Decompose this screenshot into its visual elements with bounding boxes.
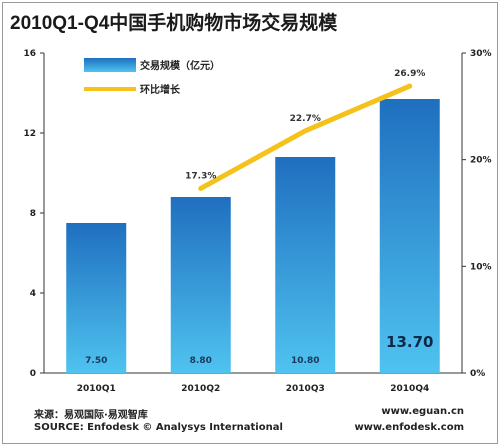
legend-bar-label: 交易规模（亿元） — [140, 59, 220, 72]
left-tick-label: 8 — [30, 209, 36, 219]
left-tick-label: 16 — [23, 49, 36, 59]
bar — [379, 99, 440, 373]
legend-line-label: 环比增长 — [140, 83, 181, 96]
bar-value-label: 7.50 — [85, 356, 107, 366]
bar-value-label: 13.70 — [386, 333, 433, 351]
bar-value-label: 8.80 — [190, 356, 212, 366]
left-tick-label: 0 — [30, 369, 36, 379]
url-eguan[interactable]: www.eguan.cn — [381, 406, 464, 417]
footer: 来源：易观国际·易观智库 www.eguan.cn SOURCE: Enfode… — [34, 406, 464, 438]
growth-point — [303, 129, 307, 133]
right-tick-label: 20% — [470, 156, 492, 166]
x-tick-label: 2010Q2 — [181, 384, 220, 394]
bar — [66, 223, 127, 373]
source-en: SOURCE: Enfodesk © Analysys Internationa… — [34, 422, 283, 433]
x-tick-label: 2010Q3 — [286, 384, 325, 394]
right-tick-label: 10% — [470, 262, 492, 272]
left-tick-label: 4 — [30, 289, 36, 299]
bar — [275, 157, 336, 373]
growth-label: 22.7% — [290, 114, 321, 124]
growth-label: 17.3% — [185, 171, 216, 181]
x-tick-label: 2010Q1 — [77, 384, 116, 394]
right-tick-label: 30% — [470, 49, 492, 59]
bar — [170, 197, 231, 373]
right-tick-label: 0% — [470, 369, 485, 379]
growth-point — [408, 84, 412, 88]
url-enfodesk[interactable]: www.enfodesk.com — [354, 422, 464, 433]
x-tick-label: 2010Q4 — [390, 384, 429, 394]
source-cn: 来源：易观国际·易观智库 — [34, 410, 148, 421]
left-tick-label: 12 — [23, 129, 36, 139]
growth-label: 26.9% — [394, 69, 425, 79]
bar-value-label: 10.80 — [291, 356, 319, 366]
legend-bar-swatch — [84, 58, 136, 72]
chart-title: 2010Q1-Q4中国手机购物市场交易规模 — [10, 13, 338, 34]
growth-point — [199, 186, 203, 190]
